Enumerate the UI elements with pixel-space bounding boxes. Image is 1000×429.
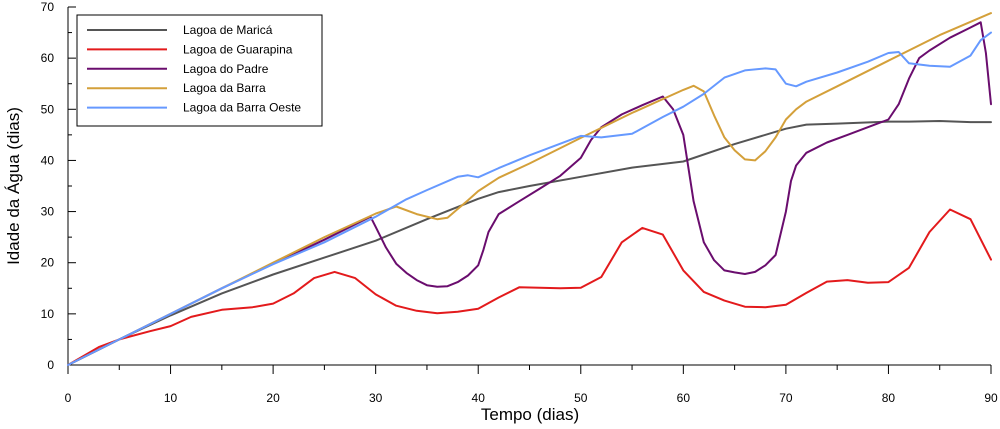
- y-tick-label: 20: [41, 256, 55, 270]
- y-tick-label: 30: [41, 205, 55, 219]
- x-tick-label: 40: [472, 391, 486, 405]
- y-tick-label: 0: [47, 358, 54, 372]
- plot-lines: [67, 12, 992, 366]
- x-tick-label: 0: [65, 391, 72, 405]
- series-line: [67, 208, 992, 366]
- x-tick-label: 30: [369, 391, 383, 405]
- y-tick-label: 70: [41, 0, 55, 14]
- y-tick-label: 60: [41, 51, 55, 65]
- legend-label: Lagoa da Barra: [183, 81, 266, 95]
- axes: 0 10 20 30 40 50 60 70 0 10 20 30 40 50 60 70 80 90: [41, 0, 998, 405]
- series-line: [67, 21, 992, 366]
- x-axis-title: Tempo (dias): [481, 405, 579, 424]
- x-tick-label: 50: [574, 391, 588, 405]
- legend-label: Lagoa do Padre: [183, 62, 269, 76]
- y-axis-title: Idade da Água (dias): [4, 107, 23, 265]
- legend: Lagoa de Maricá Lagoa de Guarapina Lagoa d…: [76, 14, 323, 127]
- x-tick-label: 60: [677, 391, 691, 405]
- legend-label: Lagoa de Maricá: [183, 23, 273, 37]
- legend-label: Lagoa de Guarapina: [183, 42, 293, 56]
- y-tick-label: 40: [41, 153, 55, 167]
- y-tick-label: 50: [41, 102, 55, 116]
- x-tick-label: 10: [164, 391, 178, 405]
- legend-label: Lagoa da Barra Oeste: [183, 101, 301, 115]
- x-tick-label: 70: [779, 391, 793, 405]
- x-tick-label: 20: [266, 391, 280, 405]
- x-tick-label: 90: [984, 391, 998, 405]
- y-tick-label: 10: [41, 307, 55, 321]
- series-line: [67, 120, 992, 366]
- series-line: [67, 31, 992, 366]
- x-tick-label: 80: [882, 391, 896, 405]
- series-line: [67, 12, 992, 366]
